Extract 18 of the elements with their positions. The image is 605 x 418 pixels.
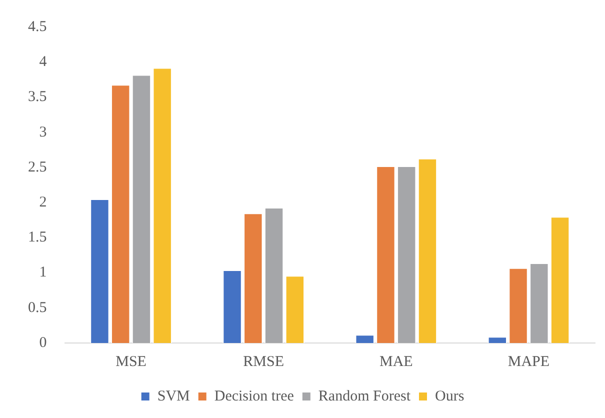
y-tick-label: 0 xyxy=(39,334,47,351)
y-tick-label: 3.5 xyxy=(28,89,47,106)
y-tick-label: 2 xyxy=(39,194,47,210)
y-tick-label: 4 xyxy=(39,54,48,70)
y-tick-label: 4.5 xyxy=(28,18,47,35)
legend-label: Ours xyxy=(434,388,464,404)
x-tick-label: MAE xyxy=(379,354,413,370)
x-tick-label: MAPE xyxy=(508,354,550,370)
y-tick-label: 2.5 xyxy=(28,159,47,176)
legend-label: Decision tree xyxy=(214,388,294,404)
legend-label: Random Forest xyxy=(318,388,412,404)
y-tick-label: 1.5 xyxy=(28,230,47,246)
x-tick-label: MSE xyxy=(116,354,146,370)
x-tick-label: RMSE xyxy=(243,354,284,370)
y-tick-label: 1 xyxy=(39,264,47,281)
y-tick-label: 3 xyxy=(39,124,47,140)
legend-label: SVM xyxy=(157,388,190,404)
y-tick-label: 0.5 xyxy=(28,300,47,316)
